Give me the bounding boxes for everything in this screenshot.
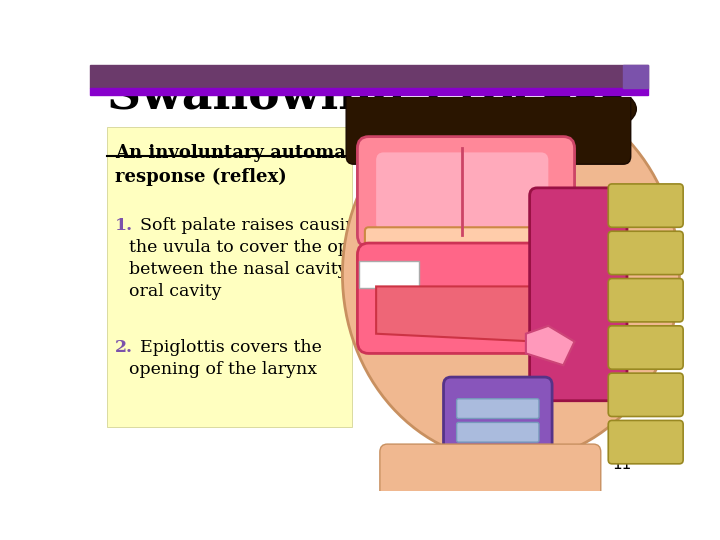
- FancyBboxPatch shape: [608, 326, 683, 369]
- Text: 2.: 2.: [115, 339, 133, 356]
- FancyBboxPatch shape: [608, 231, 683, 275]
- Polygon shape: [526, 326, 575, 365]
- Text: An involuntary automatic
response (reflex): An involuntary automatic response (refle…: [115, 144, 372, 186]
- Bar: [623, 65, 648, 87]
- FancyBboxPatch shape: [380, 444, 600, 500]
- FancyBboxPatch shape: [530, 188, 627, 401]
- Bar: [90, 87, 648, 95]
- Ellipse shape: [343, 87, 680, 462]
- FancyBboxPatch shape: [365, 227, 559, 263]
- FancyBboxPatch shape: [357, 243, 575, 354]
- FancyBboxPatch shape: [608, 421, 683, 464]
- FancyBboxPatch shape: [359, 261, 419, 288]
- Text: 1.: 1.: [115, 217, 133, 234]
- Ellipse shape: [356, 70, 636, 148]
- Ellipse shape: [537, 247, 559, 279]
- FancyBboxPatch shape: [608, 184, 683, 227]
- Text: Epiglottis covers the
opening of the larynx: Epiglottis covers the opening of the lar…: [129, 339, 322, 379]
- Text: Soft palate raises causing
the uvula to cover the opening
between the nasal cavi: Soft palate raises causing the uvula to …: [129, 217, 398, 300]
- FancyBboxPatch shape: [456, 422, 539, 442]
- FancyBboxPatch shape: [456, 399, 539, 418]
- FancyBboxPatch shape: [107, 127, 352, 427]
- FancyBboxPatch shape: [357, 137, 575, 247]
- Polygon shape: [376, 286, 549, 342]
- FancyBboxPatch shape: [346, 89, 631, 164]
- Bar: [90, 65, 648, 87]
- Text: Swallowing Process: Swallowing Process: [107, 72, 626, 119]
- FancyBboxPatch shape: [608, 373, 683, 416]
- FancyBboxPatch shape: [456, 446, 539, 466]
- Text: 11: 11: [612, 457, 631, 472]
- FancyBboxPatch shape: [376, 152, 549, 231]
- FancyBboxPatch shape: [608, 279, 683, 322]
- FancyBboxPatch shape: [444, 377, 552, 480]
